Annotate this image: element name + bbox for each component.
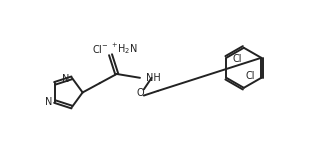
- Text: Cl$^{-}$: Cl$^{-}$: [92, 43, 109, 55]
- Text: NH: NH: [146, 73, 161, 83]
- Text: Cl: Cl: [245, 70, 255, 81]
- Text: Cl: Cl: [233, 54, 242, 64]
- Text: $^{+}$H$_{2}$N: $^{+}$H$_{2}$N: [111, 41, 138, 56]
- Text: N: N: [62, 74, 69, 84]
- Text: O: O: [137, 88, 145, 98]
- Text: N: N: [45, 96, 52, 107]
